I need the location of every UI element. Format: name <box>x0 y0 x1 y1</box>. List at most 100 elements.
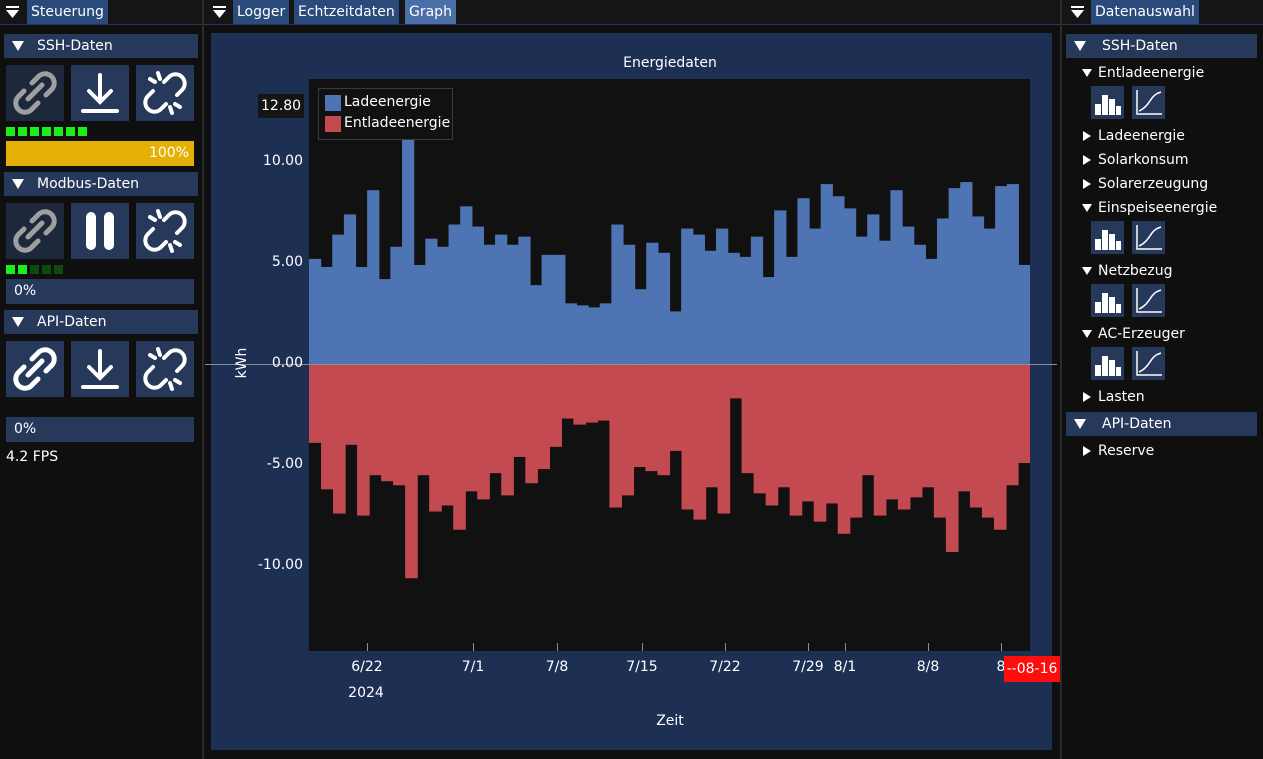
ssh-section-label: SSH-Daten <box>37 34 113 58</box>
x-tick-label: 7/22 <box>695 659 755 675</box>
entladeenergie-bar-button[interactable] <box>1091 86 1124 119</box>
status-led <box>66 127 75 136</box>
expanded-triangle-icon <box>1082 203 1092 213</box>
x-tick-mark <box>725 643 726 651</box>
einspeiseenergie-line-button[interactable] <box>1132 221 1165 254</box>
steuerung-title-bar: Steuerung <box>0 0 202 25</box>
bar-ladeenergie <box>832 196 844 364</box>
x-tick-mark <box>473 643 474 651</box>
graph-title-bar: Logger Echtzeitdaten Graph <box>204 0 1060 25</box>
modbus-connect-button[interactable] <box>6 203 64 259</box>
bar-entladeenergie <box>838 364 851 534</box>
bar-entladeenergie <box>886 364 899 499</box>
y-tick-label: -10.00 <box>207 557 303 573</box>
bar-entladeenergie <box>1018 364 1030 463</box>
api-connect-button[interactable] <box>6 341 64 397</box>
expanded-triangle-icon <box>1082 266 1092 276</box>
legend-label-ladeenergie[interactable]: Ladeenergie <box>344 94 431 110</box>
bar-ladeenergie <box>483 245 495 364</box>
bar-entladeenergie <box>573 364 586 425</box>
bar-ladeenergie <box>949 188 961 364</box>
collapse-arrow-icon[interactable] <box>1071 6 1084 18</box>
plot-area[interactable] <box>309 79 1030 651</box>
download-icon <box>71 65 129 121</box>
bar-ladeenergie <box>658 253 670 364</box>
tree-item-label: Einspeiseenergie <box>1098 198 1217 218</box>
bar-entladeenergie <box>465 364 478 491</box>
bar-entladeenergie <box>982 364 995 518</box>
modbus-section-header[interactable]: Modbus-Daten <box>4 172 198 196</box>
bar-ladeenergie <box>937 218 949 364</box>
x-tick-label: 8/1 <box>815 659 875 675</box>
bar-entladeenergie <box>633 364 646 467</box>
netzbezug-bar-button[interactable] <box>1091 284 1124 317</box>
tree-item-label: Solarerzeugung <box>1098 174 1208 194</box>
line-chart-icon <box>1132 86 1165 119</box>
tree-item-label: Solarkonsum <box>1098 150 1189 170</box>
bar-entladeenergie <box>1006 364 1019 485</box>
bar-ladeenergie <box>542 255 554 364</box>
ac-erzeuger-bar-button[interactable] <box>1091 347 1124 380</box>
bar-ladeenergie <box>449 225 461 364</box>
x-tick-mark <box>1001 643 1002 651</box>
pause-icon <box>71 203 129 259</box>
modbus-disconnect-button[interactable] <box>136 203 194 259</box>
ssh-download-button[interactable] <box>71 65 129 121</box>
y-tick-label: 0.00 <box>207 355 303 371</box>
bar-ladeenergie <box>518 237 530 364</box>
chart-title: Energiedaten <box>570 55 770 71</box>
collapsed-triangle-icon <box>1082 131 1092 141</box>
tree-header-api-daten[interactable]: API-Daten <box>1066 412 1257 436</box>
bar-ladeenergie <box>856 237 868 364</box>
tab-graph[interactable]: Graph <box>405 0 456 24</box>
collapsed-triangle-icon <box>1082 392 1092 402</box>
bar-ladeenergie <box>728 253 740 364</box>
bar-entladeenergie <box>898 364 911 510</box>
bar-ladeenergie <box>797 198 809 364</box>
bar-entladeenergie <box>501 364 514 495</box>
bar-entladeenergie <box>718 364 731 514</box>
status-led <box>30 265 39 274</box>
bar-ladeenergie <box>972 216 984 364</box>
api-section-header[interactable]: API-Daten <box>4 310 198 334</box>
bar-ladeenergie <box>623 245 635 364</box>
status-led <box>6 127 15 136</box>
legend-label-entladeenergie[interactable]: Entladeenergie <box>344 115 450 131</box>
line-chart-icon <box>1132 284 1165 317</box>
tree-header-ssh-daten[interactable]: SSH-Daten <box>1066 34 1257 58</box>
bar-entladeenergie <box>585 364 598 423</box>
broken-link-icon <box>136 203 194 259</box>
collapse-arrow-icon[interactable] <box>6 6 19 18</box>
einspeiseenergie-bar-button[interactable] <box>1091 221 1124 254</box>
netzbezug-line-button[interactable] <box>1132 284 1165 317</box>
modbus-pause-button[interactable] <box>71 203 129 259</box>
tab-logger[interactable]: Logger <box>233 0 289 24</box>
ssh-section-header[interactable]: SSH-Daten <box>4 34 198 58</box>
ssh-connect-button[interactable] <box>6 65 64 121</box>
entladeenergie-line-button[interactable] <box>1132 86 1165 119</box>
bar-entladeenergie <box>994 364 1007 530</box>
ssh-disconnect-button[interactable] <box>136 65 194 121</box>
expanded-triangle-icon <box>1082 68 1092 78</box>
line-chart-icon <box>1132 221 1165 254</box>
bar-chart-icon <box>1091 284 1124 317</box>
collapse-arrow-icon[interactable] <box>213 6 226 18</box>
tab-echtzeitdaten[interactable]: Echtzeitdaten <box>294 0 399 24</box>
bar-ladeenergie <box>704 251 716 364</box>
bar-entladeenergie <box>453 364 466 530</box>
api-disconnect-button[interactable] <box>136 341 194 397</box>
bar-entladeenergie <box>766 364 779 505</box>
x-tick-mark <box>367 643 368 651</box>
bar-ladeenergie <box>1018 265 1030 364</box>
status-led <box>18 265 27 274</box>
ac-erzeuger-line-button[interactable] <box>1132 347 1165 380</box>
tree-item-label: Ladeenergie <box>1098 126 1185 146</box>
bar-entladeenergie <box>802 364 815 501</box>
bar-ladeenergie <box>379 279 391 364</box>
bar-ladeenergie <box>402 134 414 364</box>
api-download-button[interactable] <box>71 341 129 397</box>
bar-entladeenergie <box>429 364 442 512</box>
expand-triangle-icon <box>12 178 24 190</box>
bar-entladeenergie <box>814 364 827 522</box>
legend-swatch-entladeenergie <box>325 116 341 132</box>
